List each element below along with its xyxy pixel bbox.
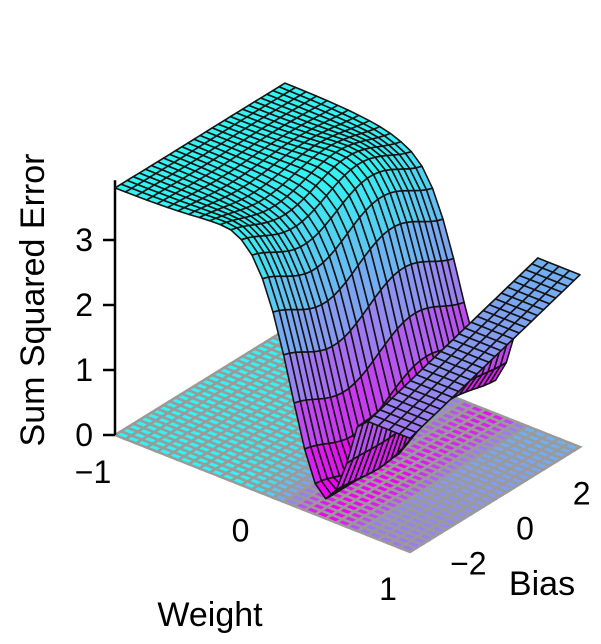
z-tick-label: 0 <box>75 417 93 453</box>
z-tick-label: 2 <box>75 287 93 323</box>
y-tick-label: −2 <box>450 546 486 582</box>
y-tick-label: 2 <box>573 476 591 512</box>
x-tick-label: 0 <box>232 513 250 549</box>
z-ticks: 0 1 2 3 <box>75 222 115 453</box>
x-tick-label: 1 <box>379 571 397 607</box>
x-tick-label: −1 <box>75 454 111 490</box>
floor-cell <box>560 441 583 453</box>
y-axis-label: Bias <box>509 565 575 603</box>
y-ticks: −2 0 2 <box>450 476 590 582</box>
error-surface <box>114 82 581 500</box>
z-tick-label: 3 <box>75 222 93 258</box>
surface-patch <box>398 427 417 440</box>
z-axis-label: Sum Squared Error <box>14 154 52 447</box>
z-tick-label: 1 <box>75 352 93 388</box>
y-tick-label: 0 <box>516 511 534 547</box>
x-ticks: −1 0 1 <box>75 454 397 607</box>
x-axis-label: Weight <box>157 596 263 634</box>
